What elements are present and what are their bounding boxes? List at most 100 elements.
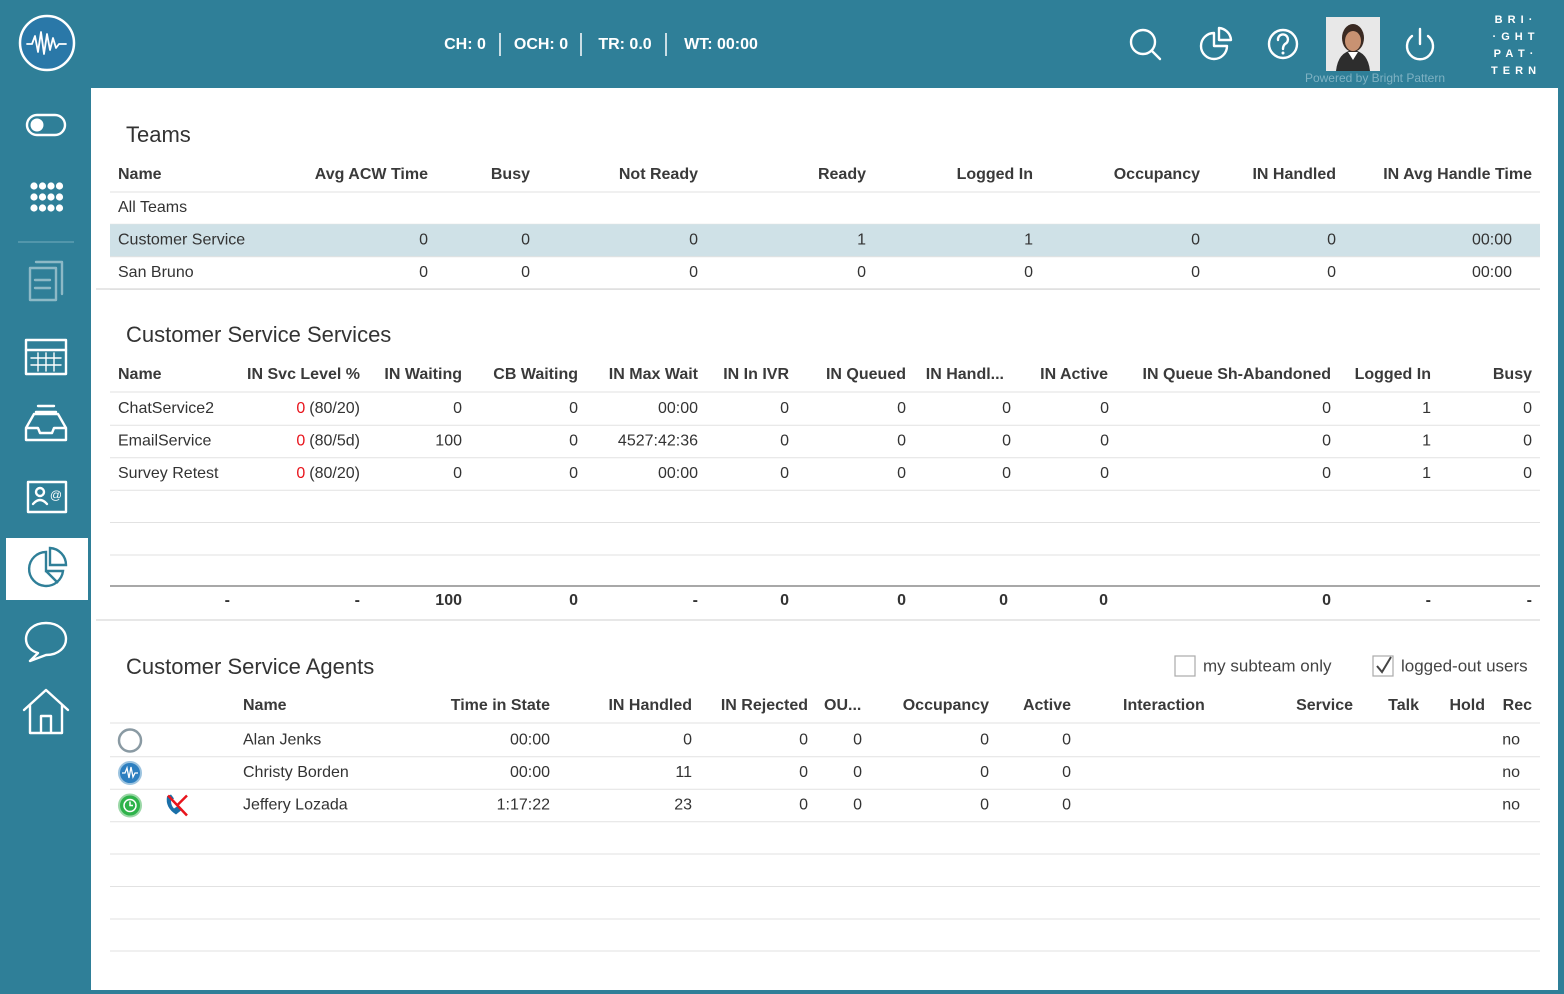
supervision-button-part[interactable] xyxy=(27,550,65,588)
calendar-button-part[interactable] xyxy=(24,338,68,376)
search-button-part[interactable] xyxy=(1150,49,1162,61)
reports-button-part[interactable] xyxy=(1199,31,1229,61)
search-button[interactable] xyxy=(1129,28,1162,61)
cell: 0 xyxy=(780,400,789,417)
directory-button-part[interactable] xyxy=(26,480,68,514)
brand-logo: B R I · · G H T P A T · T E R N xyxy=(1491,14,1537,77)
directory-button-part[interactable] xyxy=(31,498,49,506)
status-hand xyxy=(129,801,133,807)
option-checkbox[interactable]: my subteam only xyxy=(1174,655,1332,677)
help-button-part[interactable] xyxy=(1267,28,1299,60)
documents-button-part[interactable] xyxy=(28,266,58,302)
option-label: my subteam only xyxy=(1203,656,1332,675)
avatar[interactable] xyxy=(1326,17,1380,71)
cell: 00:00 xyxy=(658,400,698,417)
cell: 0 xyxy=(1191,264,1200,281)
status-toggle-part[interactable] xyxy=(25,113,67,137)
column-header: IN Handled xyxy=(1252,166,1336,183)
reports-button[interactable] xyxy=(1199,26,1233,61)
calendar-button[interactable] xyxy=(24,338,68,376)
powered-by: Powered by Bright Pattern xyxy=(1305,71,1445,85)
cell: ChatService2 xyxy=(118,400,214,417)
dialpad-dot xyxy=(38,204,47,212)
cell: 0 xyxy=(853,797,862,814)
cell: - xyxy=(1426,592,1431,609)
column-header: Interaction xyxy=(1123,697,1205,714)
help-button-part[interactable] xyxy=(1276,33,1290,51)
dialpad-dot xyxy=(47,193,55,201)
inbox-button-part[interactable] xyxy=(24,412,68,442)
search-button-part[interactable] xyxy=(1129,28,1157,56)
avatar-part[interactable] xyxy=(1345,31,1361,51)
logo-button[interactable] xyxy=(18,14,76,72)
section-title: Teams xyxy=(126,122,191,147)
checkbox xyxy=(1174,655,1196,677)
logout-button[interactable] xyxy=(1405,27,1435,61)
cell: 0 xyxy=(569,433,578,450)
directory-button-part[interactable] xyxy=(34,486,46,498)
reports-button-part[interactable] xyxy=(1217,26,1233,42)
column-header: Occupancy xyxy=(903,697,989,714)
cell: 11 xyxy=(675,764,692,781)
dialpad-button[interactable] xyxy=(30,182,64,212)
directory-button[interactable]: @ xyxy=(26,480,68,514)
cell: 0 xyxy=(521,264,530,281)
logo-button-part[interactable] xyxy=(18,14,76,72)
option-label: logged-out users xyxy=(1401,656,1528,675)
column-header: IN Queued xyxy=(826,366,906,383)
cell: 0 xyxy=(1523,433,1532,450)
logout-button-part[interactable] xyxy=(1405,34,1435,61)
cell: 0 xyxy=(521,232,530,249)
avatar-part[interactable] xyxy=(1348,52,1358,60)
supervision-button-part[interactable] xyxy=(45,570,59,584)
home-button-part[interactable] xyxy=(22,688,70,735)
cell: Customer Service xyxy=(118,232,245,249)
cell-part: 0 xyxy=(296,400,305,417)
agent-status xyxy=(118,761,142,785)
cell: 0 xyxy=(780,433,789,450)
logo-button-part[interactable] xyxy=(26,31,67,55)
cell: 0 xyxy=(1002,433,1011,450)
inbox-button[interactable] xyxy=(24,404,68,442)
supervision-button[interactable] xyxy=(27,546,68,588)
chat-button-part[interactable] xyxy=(24,621,68,663)
help-button[interactable] xyxy=(1267,28,1299,60)
documents-button-part[interactable] xyxy=(34,260,64,296)
stats-bar: CH: 0 OCH: 0 TR: 0.0 WT: 00:00 xyxy=(444,33,758,56)
cell: 0 xyxy=(1024,264,1033,281)
documents-button[interactable] xyxy=(28,260,64,302)
cell: 0 xyxy=(689,264,698,281)
cell: 0 xyxy=(1523,400,1532,417)
column-header: IN Queue Sh-Abandoned xyxy=(1143,366,1331,383)
cell: 0 xyxy=(419,264,428,281)
cell: 0 xyxy=(980,732,989,749)
cell: 0 xyxy=(1191,232,1200,249)
supervision-button-part[interactable] xyxy=(48,546,68,567)
column-header: IN Handl... xyxy=(926,366,1004,383)
cell: 0 xyxy=(1327,264,1336,281)
option-checkbox[interactable]: logged-out users xyxy=(1372,655,1528,677)
avatar-part[interactable] xyxy=(1336,50,1370,71)
cell: 0 xyxy=(1062,732,1071,749)
help-button-part[interactable] xyxy=(1281,51,1285,55)
cell: 0 xyxy=(1322,592,1331,609)
dialpad-dot xyxy=(38,182,47,190)
cell: 0 xyxy=(689,232,698,249)
column-header: Ready xyxy=(818,166,866,183)
cell-part: 0 xyxy=(296,433,305,450)
column-header: Name xyxy=(243,697,287,714)
column-header: IN Waiting xyxy=(384,366,462,383)
stat: CH: 0 xyxy=(444,36,486,53)
logo-line: T E R N xyxy=(1491,65,1537,77)
cell: 1 xyxy=(857,232,866,249)
directory-button-part[interactable]: @ xyxy=(50,488,62,502)
calendar-button-part[interactable] xyxy=(30,352,62,372)
cell: 0 xyxy=(799,764,808,781)
chat-button[interactable] xyxy=(24,621,68,663)
status-toggle-part[interactable] xyxy=(30,118,44,132)
cell: Jeffery Lozada xyxy=(243,797,348,814)
stat: OCH: 0 xyxy=(514,36,568,53)
home-button[interactable] xyxy=(22,688,70,735)
status-toggle[interactable] xyxy=(25,113,67,137)
